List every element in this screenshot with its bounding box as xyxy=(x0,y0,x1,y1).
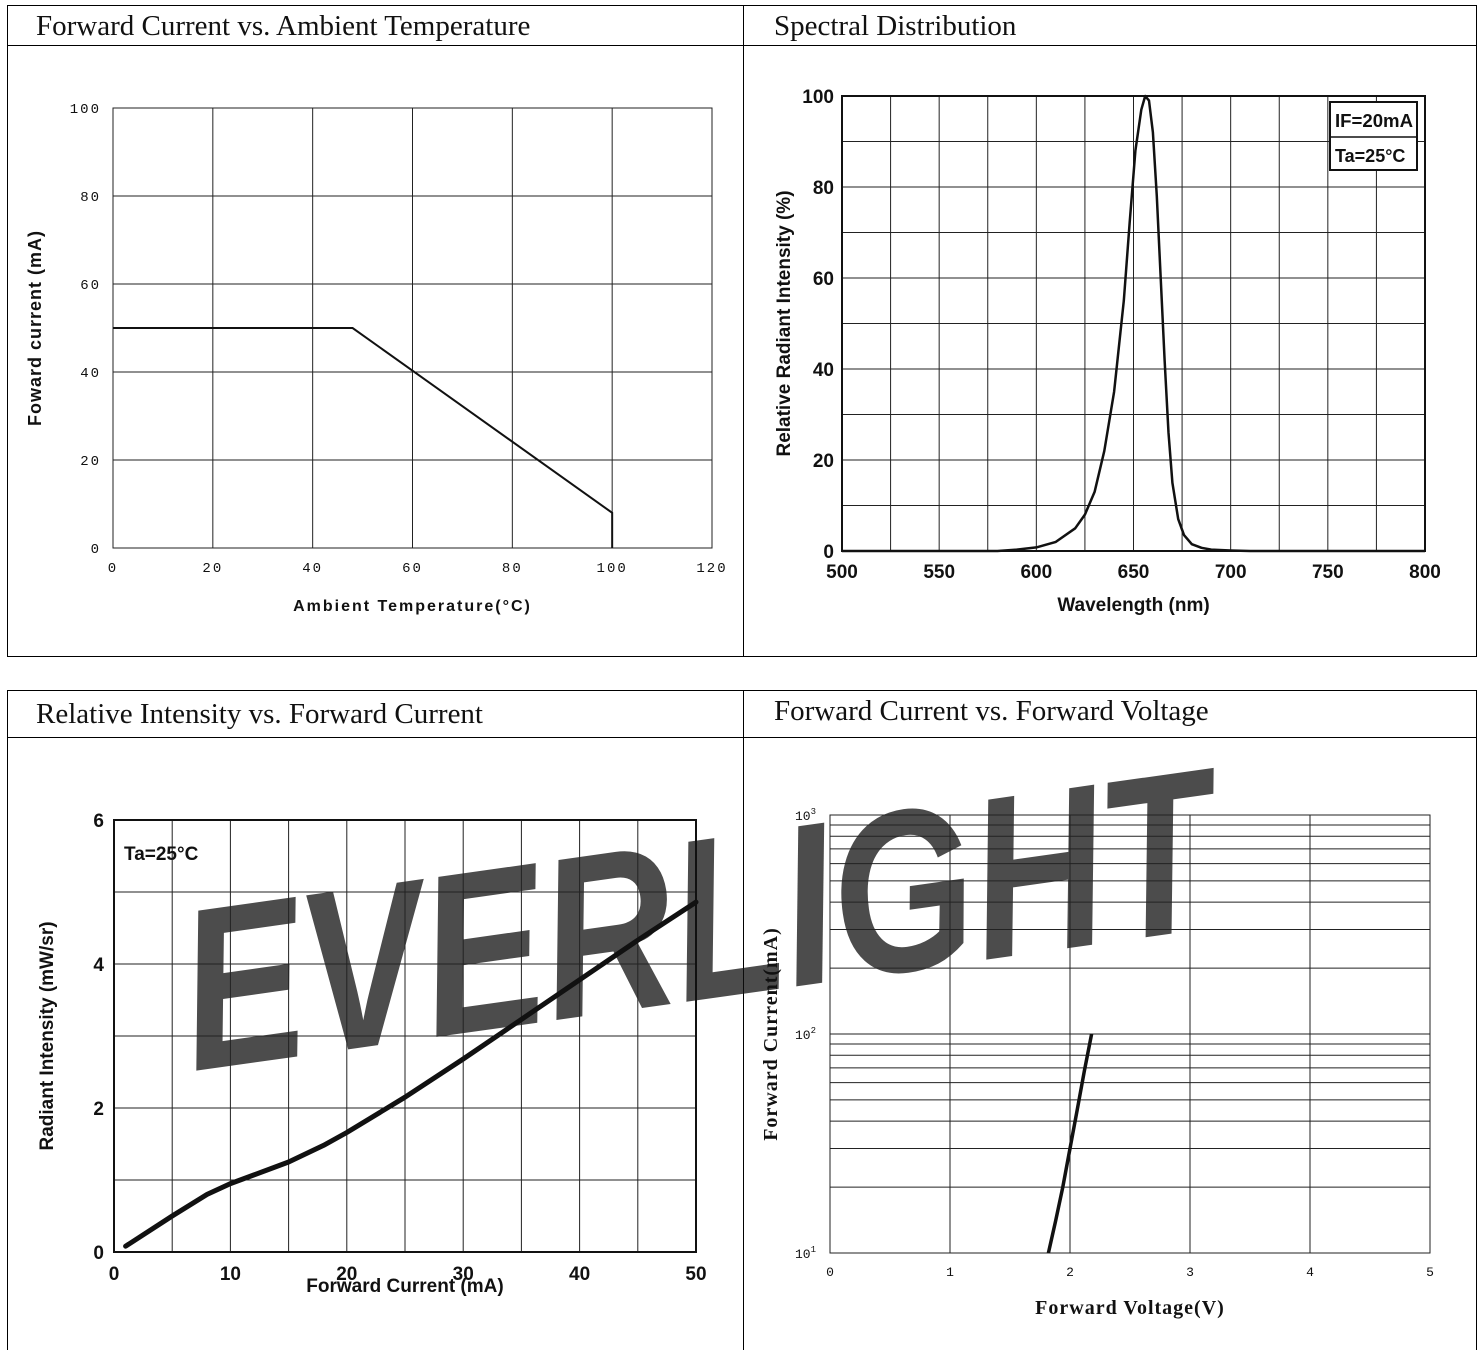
x-tick-label: 4 xyxy=(1306,1265,1314,1280)
y-tick-label: 100 xyxy=(70,102,101,118)
series-line xyxy=(123,899,699,1249)
x-tick-label: 10 xyxy=(220,1264,241,1285)
panel-title: Forward Current vs. Ambient Temperature xyxy=(8,6,743,46)
y-tick-label: 0 xyxy=(91,542,101,558)
panel-relative-intensity: Relative Intensity vs. Forward Current xyxy=(8,691,744,1350)
x-axis-label: Forward Current (mA) xyxy=(306,1276,503,1297)
y-tick-label: 80 xyxy=(80,190,101,206)
legend-box xyxy=(1329,101,1418,171)
y-axis-label: Radiant Intensity (mW/sr) xyxy=(37,921,58,1150)
x-tick-label: 30 xyxy=(453,1264,474,1285)
panel-ambient-temperature: Forward Current vs. Ambient Temperature xyxy=(8,6,744,656)
series-line xyxy=(842,94,1425,553)
panel-title: Forward Current vs. Forward Voltage xyxy=(744,691,1476,738)
x-axis-label: Ambient Temperature(°C) xyxy=(293,598,532,615)
y-tick-label: 4 xyxy=(93,955,104,976)
y-axis-label: Forward Current(mA) xyxy=(760,927,782,1141)
x-tick-label: 550 xyxy=(923,562,955,583)
x-tick-label: 5 xyxy=(1426,1265,1434,1280)
series-line xyxy=(113,327,614,548)
panel-title: Spectral Distribution xyxy=(744,6,1476,46)
x-tick-label: 3 xyxy=(1186,1265,1194,1280)
x-tick-label: 120 xyxy=(696,561,727,577)
y-axis-label: Foward current (mA) xyxy=(25,230,45,426)
y-tick-label: 40 xyxy=(813,360,834,381)
x-tick-label: 100 xyxy=(597,561,628,577)
legend-entry-current: IF=20mA xyxy=(1335,111,1413,131)
x-tick-label: 800 xyxy=(1409,562,1441,583)
annotation-temperature: Ta=25°C xyxy=(124,844,199,865)
x-tick-label: 40 xyxy=(569,1264,590,1285)
panel-forward-voltage: Forward Current vs. Forward Voltage xyxy=(744,691,1476,1350)
y-tick-label: 103 xyxy=(795,807,816,824)
y-tick-label: 40 xyxy=(80,366,101,382)
x-axis-label: Forward Voltage(V) xyxy=(1035,1297,1225,1319)
y-tick-label: 101 xyxy=(795,1245,816,1262)
x-tick-label: 1 xyxy=(946,1265,954,1280)
plot-frame xyxy=(113,819,697,1253)
x-tick-label: 650 xyxy=(1118,562,1150,583)
y-tick-label: 20 xyxy=(813,451,834,472)
series-line xyxy=(1046,1033,1094,1254)
bottom-panel-table: Relative Intensity vs. Forward Current F… xyxy=(7,690,1477,1350)
plot-frame xyxy=(829,814,1431,1254)
y-tick-label: 6 xyxy=(93,811,104,832)
panel-spectral-distribution: Spectral Distribution xyxy=(744,6,1476,656)
y-tick-label: 0 xyxy=(93,1243,104,1264)
x-tick-label: 80 xyxy=(502,561,523,577)
y-tick-label: 102 xyxy=(795,1026,816,1043)
y-axis-label: Relative Radiant Intensity (%) xyxy=(774,190,795,456)
y-tick-label: 60 xyxy=(80,278,101,294)
x-tick-label: 750 xyxy=(1312,562,1344,583)
y-tick-label: 80 xyxy=(813,178,834,199)
legend-entry-temperature: Ta=25°C xyxy=(1335,146,1405,166)
x-tick-label: 700 xyxy=(1215,562,1247,583)
y-tick-label: 60 xyxy=(813,269,834,290)
x-tick-label: 40 xyxy=(302,561,323,577)
y-tick-label: 2 xyxy=(93,1099,104,1120)
x-tick-label: 50 xyxy=(685,1264,706,1285)
x-tick-label: 0 xyxy=(109,1264,120,1285)
panel-title: Relative Intensity vs. Forward Current xyxy=(8,691,743,738)
x-tick-label: 20 xyxy=(202,561,223,577)
plot-frame xyxy=(841,95,1426,552)
x-tick-label: 500 xyxy=(826,562,858,583)
x-tick-label: 60 xyxy=(402,561,423,577)
x-tick-label: 20 xyxy=(336,1264,357,1285)
x-tick-label: 0 xyxy=(108,561,118,577)
y-tick-label: 0 xyxy=(823,542,834,563)
x-tick-label: 2 xyxy=(1066,1265,1074,1280)
x-tick-label: 0 xyxy=(826,1265,834,1280)
top-panel-table: Forward Current vs. Ambient Temperature … xyxy=(7,5,1477,657)
x-tick-label: 600 xyxy=(1020,562,1052,583)
y-tick-label: 100 xyxy=(802,87,834,108)
x-axis-label: Wavelength (nm) xyxy=(1057,595,1209,616)
y-tick-label: 20 xyxy=(80,454,101,470)
